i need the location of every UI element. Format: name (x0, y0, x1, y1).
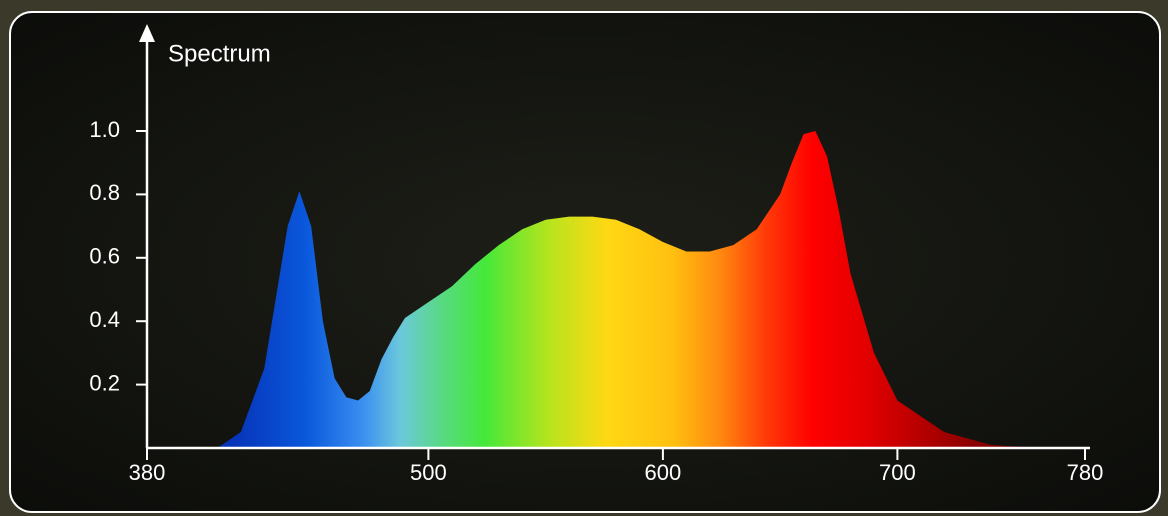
x-tick-label: 700 (879, 460, 916, 485)
x-tick-label: 780 (1067, 460, 1104, 485)
x-tick-label: 380 (129, 460, 166, 485)
y-tick-label: 0.2 (89, 370, 120, 395)
y-tick-label: 0.4 (89, 307, 120, 332)
y-tick-label: 0.6 (89, 244, 120, 269)
y-tick-label: 1.0 (89, 117, 120, 142)
x-tick-label: 500 (410, 460, 447, 485)
spectrum-area (147, 131, 1085, 448)
x-tick-label: 600 (645, 460, 682, 485)
y-axis-arrow (139, 24, 155, 42)
y-tick-label: 0.8 (89, 180, 120, 205)
chart-title: Spectrum (168, 40, 271, 67)
